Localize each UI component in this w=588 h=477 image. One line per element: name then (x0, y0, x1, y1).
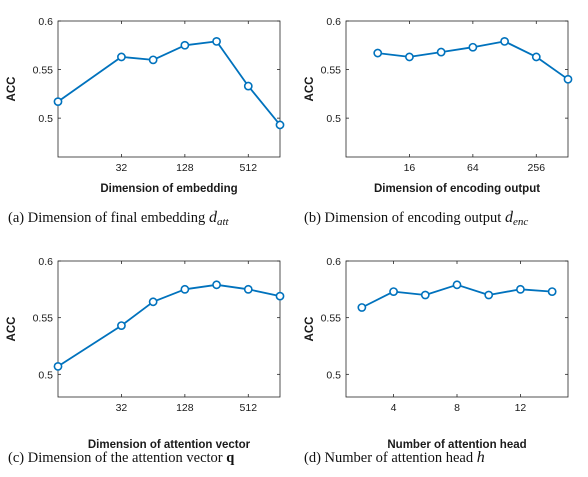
data-point (53, 361, 63, 371)
caption-text: (a) Dimension of final embedding (8, 210, 209, 226)
y-tick-label: 0.55 (33, 65, 54, 77)
y-axis-label: ACC (304, 317, 316, 342)
subfigure-caption: (c) Dimension of the attention vector q (8, 450, 234, 466)
chart-panel-4: 0.5 0.55 0.6 4 8 12 Number of attention head AC… (304, 256, 569, 466)
y-axis-label: ACC (6, 317, 18, 342)
data-point (452, 280, 462, 290)
caption-symbol: q (226, 450, 234, 466)
caption-symbol: d (209, 209, 218, 226)
subfigure-caption: (a) Dimension of final embedding datt (8, 209, 229, 228)
y-tick-label: 0.6 (326, 256, 341, 268)
x-tick-label: 32 (116, 402, 128, 414)
data-point (180, 284, 190, 294)
x-tick-label: 512 (240, 402, 258, 414)
data-point (531, 52, 541, 62)
caption-text: (d) Number of attention head (304, 450, 477, 466)
y-tick-label: 0.6 (38, 256, 53, 268)
data-point (117, 321, 126, 330)
data-point (212, 37, 221, 46)
series-line (57, 283, 281, 368)
data-point (117, 52, 126, 62)
y-tick-label: 0.55 (33, 313, 54, 325)
data-point (547, 287, 557, 296)
x-axis-label: Dimension of encoding output (374, 183, 540, 195)
x-tick-label: 4 (391, 402, 397, 414)
data-point (275, 291, 285, 301)
subfigure-caption: (d) Number of attention head h (304, 449, 485, 466)
caption-text: (c) Dimension of the attention vector (8, 450, 226, 466)
y-tick-label: 0.5 (326, 113, 341, 125)
y-tick-label: 0.6 (326, 16, 341, 28)
data-point (53, 97, 63, 107)
x-tick-label: 32 (116, 162, 128, 174)
data-point (357, 303, 367, 312)
y-tick-label: 0.5 (38, 113, 53, 125)
data-point (468, 42, 478, 52)
data-point (405, 52, 414, 62)
caption-text: (b) Dimension of encoding output (304, 210, 505, 226)
x-tick-label: 8 (454, 402, 460, 414)
y-axis-label: ACC (6, 77, 18, 102)
data-point (516, 284, 525, 294)
chart-panel-2: 0.5 0.55 0.6 16 64 256 Dimension of encoding o… (304, 16, 573, 228)
x-tick-label: 128 (176, 162, 194, 174)
y-tick-label: 0.6 (38, 16, 53, 28)
y-tick-label: 0.55 (321, 313, 342, 325)
y-tick-label: 0.5 (38, 369, 53, 381)
y-tick-label: 0.55 (321, 65, 342, 77)
y-axis-label: ACC (304, 77, 316, 102)
x-axis-label: Dimension of attention vector (88, 439, 251, 451)
data-point (389, 287, 398, 296)
caption-subscript: enc (513, 216, 528, 228)
data-point (243, 81, 253, 91)
caption-symbol: h (477, 449, 485, 466)
x-tick-label: 512 (240, 162, 258, 174)
data-point (436, 47, 446, 57)
caption-subscript: att (217, 216, 230, 228)
x-tick-label: 16 (404, 162, 416, 174)
data-point (500, 37, 509, 46)
axes-box (345, 20, 569, 158)
data-point (243, 284, 253, 294)
data-point (373, 48, 383, 58)
data-point (275, 120, 285, 130)
x-tick-label: 256 (528, 162, 546, 174)
x-tick-label: 12 (515, 402, 527, 414)
data-point (563, 74, 573, 84)
data-point (148, 297, 158, 307)
x-tick-label: 64 (467, 162, 479, 174)
x-tick-label: 128 (176, 402, 194, 414)
data-point (180, 40, 190, 50)
data-point (148, 55, 158, 65)
axes-box (57, 260, 281, 398)
y-tick-label: 0.5 (326, 369, 341, 381)
x-axis-label: Number of attention head (387, 439, 526, 451)
subfigure-caption: (b) Dimension of encoding output denc (304, 209, 528, 228)
data-point (420, 290, 430, 300)
data-point (212, 280, 221, 290)
chart-panel-3: 0.5 0.55 0.6 32 128 512 Dimension of attention… (6, 256, 285, 466)
x-axis-label: Dimension of embedding (100, 183, 237, 195)
caption-symbol: d (505, 209, 514, 226)
axes-box (57, 20, 281, 158)
data-point (484, 290, 494, 300)
